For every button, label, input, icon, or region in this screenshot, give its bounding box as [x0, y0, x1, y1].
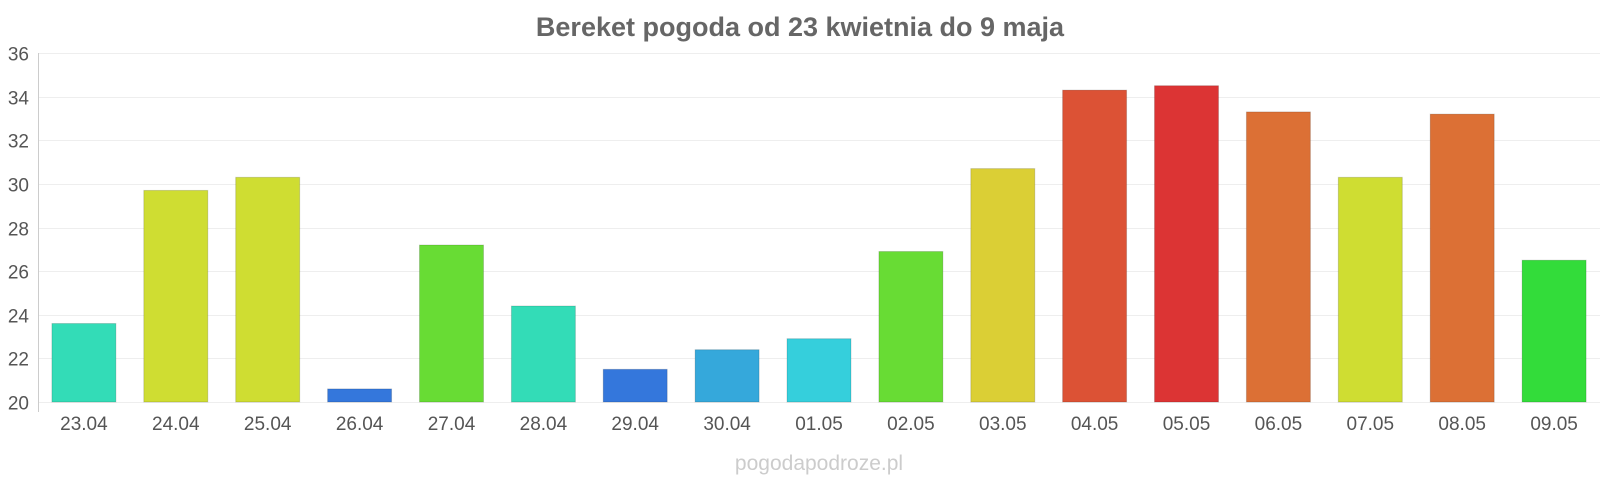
y-tick-label: 36: [8, 45, 29, 66]
y-tick-label: 30: [8, 176, 29, 197]
y-tick-label: 22: [8, 350, 29, 371]
bar-27.04: [419, 244, 484, 403]
x-tick-label: 01.05: [795, 414, 843, 435]
x-tick-label: 06.05: [1255, 414, 1303, 435]
y-tick-label: 24: [8, 307, 30, 328]
chart-title: Bereket pogoda od 23 kwietnia do 9 maja: [536, 12, 1065, 42]
x-tick-label: 23.04: [60, 414, 108, 435]
bar-07.05: [1337, 176, 1403, 403]
x-tick-label: 04.05: [1071, 414, 1119, 435]
x-tick-label: 28.04: [520, 414, 568, 435]
y-tick-label: 28: [8, 220, 29, 241]
bar-09.05: [1521, 259, 1587, 403]
bar-02.05: [878, 251, 944, 403]
bar-08.05: [1429, 113, 1495, 403]
x-tick-label: 08.05: [1438, 414, 1486, 435]
y-axis-ticks: 20 22 24 26 28 30 32 34 36: [8, 45, 30, 415]
y-tick-label: 32: [8, 132, 29, 153]
x-tick-label: 03.05: [979, 414, 1027, 435]
y-tick-label: 26: [8, 263, 29, 284]
x-tick-label: 29.04: [611, 414, 659, 435]
watermark: pogodapodroze.pl: [735, 452, 903, 475]
x-tick-label: 27.04: [428, 414, 476, 435]
bar-04.05: [1062, 89, 1128, 403]
bar-05.05: [1154, 85, 1219, 403]
bars: [51, 85, 1587, 403]
bar-29.04: [602, 368, 668, 403]
bar-06.05: [1245, 111, 1311, 403]
x-tick-label: 30.04: [703, 414, 751, 435]
x-tick-label: 07.05: [1347, 414, 1395, 435]
bar-25.04: [235, 176, 301, 403]
bar-24.04: [143, 189, 209, 403]
x-tick-label: 09.05: [1530, 414, 1578, 435]
y-tick-label: 34: [8, 89, 30, 110]
x-tick-label: 25.04: [244, 414, 292, 435]
bar-23.04: [51, 323, 117, 403]
x-axis-ticks: 23.04 24.04 25.04 26.04 27.04 28.04 29.04 30.04…: [60, 414, 1578, 435]
y-tick-label: 20: [8, 394, 29, 415]
x-tick-label: 02.05: [887, 414, 935, 435]
x-tick-label: 24.04: [152, 414, 200, 435]
bar-30.04: [694, 349, 760, 403]
bar-28.04: [510, 305, 576, 403]
bar-26.04: [327, 388, 393, 403]
bar-01.05: [786, 338, 852, 403]
bar-03.05: [970, 168, 1036, 403]
x-tick-label: 05.05: [1163, 414, 1211, 435]
x-tick-label: 26.04: [336, 414, 384, 435]
